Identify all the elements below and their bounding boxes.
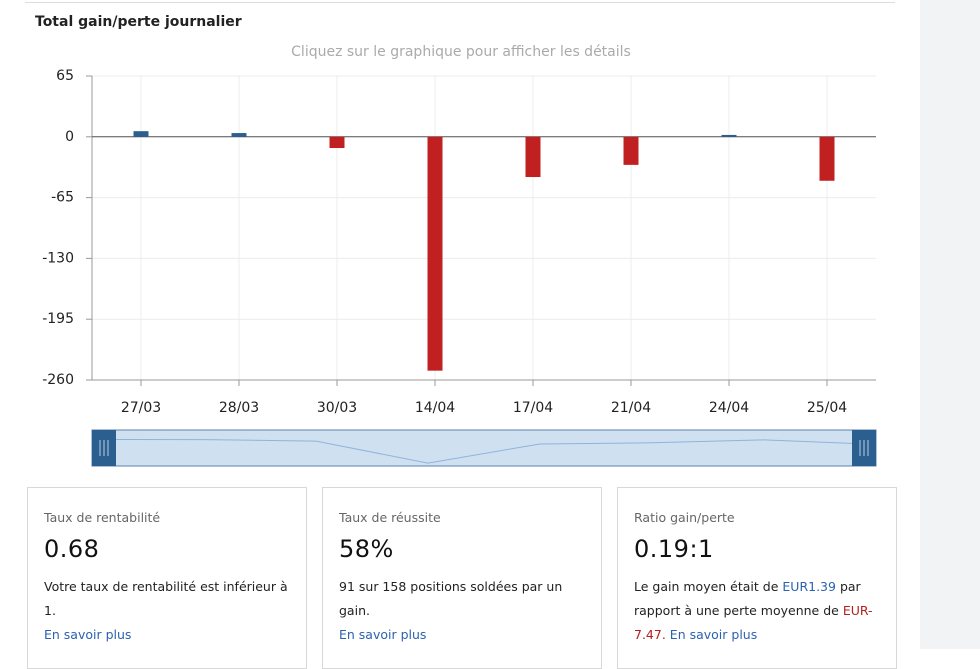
amount: EUR1.39: [782, 579, 836, 594]
navigator: [91, 429, 877, 467]
card-label: Taux de rentabilité: [44, 510, 161, 525]
y-tick-label: -65: [51, 190, 74, 206]
y-tick-label: 0: [65, 129, 74, 145]
text: par rapport à une perte moyenne de: [634, 579, 861, 618]
card: Taux de réussite 58% 91 sur 158 position…: [322, 487, 602, 669]
chart-title: Total gain/perte journalier: [35, 14, 242, 30]
bar: [427, 136, 443, 371]
side-panel: [920, 0, 980, 649]
x-tick-label: 27/03: [121, 400, 161, 416]
x-tick-label: 21/04: [611, 400, 651, 416]
bar: [721, 134, 737, 137]
y-tick-label: -195: [42, 311, 74, 327]
link[interactable]: En savoir plus: [669, 627, 758, 642]
bar: [819, 136, 835, 181]
x-tick-label: 28/03: [219, 400, 259, 416]
card: Taux de rentabilité 0.68 Votre taux de r…: [27, 487, 307, 669]
x-tick-label: 25/04: [807, 400, 847, 416]
y-tick-label: -130: [42, 250, 74, 266]
bar: [623, 136, 639, 165]
text: 91 sur 158 positions soldées par un gain…: [339, 579, 563, 618]
card-value: 0.68: [44, 535, 100, 563]
card-label: Ratio gain/perte: [634, 510, 735, 525]
x-tick-label: 30/03: [317, 400, 357, 416]
navigator-line: [91, 438, 877, 464]
chart-subtitle: Cliquez sur le graphique pour afficher l…: [291, 44, 631, 60]
x-tick-label: 17/04: [513, 400, 553, 416]
bar: [525, 136, 541, 178]
divider: [25, 2, 895, 3]
card-text: Le gain moyen était de EUR1.39 par rappo…: [634, 575, 880, 647]
bar: [231, 133, 247, 137]
page: Total gain/perte journalier Cliquez sur …: [25, 0, 980, 669]
card-value: 58%: [339, 535, 394, 563]
amount: EUR-7.47: [634, 603, 873, 642]
bar: [329, 136, 345, 149]
link[interactable]: En savoir plus: [44, 627, 132, 642]
x-tick-label: 14/04: [415, 400, 455, 416]
text: Le gain moyen était de: [634, 579, 783, 594]
x-tick-label: 24/04: [709, 400, 749, 416]
card-text: Votre taux de rentabilité est inférieur …: [44, 575, 290, 647]
text: .: [661, 627, 670, 642]
card-value: 0.19:1: [634, 535, 714, 563]
card: Ratio gain/perte 0.19:1 Le gain moyen ét…: [617, 487, 897, 669]
text: Votre taux de rentabilité est inférieur …: [44, 579, 288, 618]
link[interactable]: En savoir plus: [339, 627, 427, 642]
card-text: 91 sur 158 positions soldées par un gain…: [339, 575, 585, 647]
chart: Total gain/perte journalier Cliquez sur …: [35, 14, 877, 467]
card-label: Taux de réussite: [339, 510, 441, 525]
y-tick-label: 65: [56, 68, 74, 84]
bar: [133, 131, 149, 137]
y-tick-label: -260: [42, 372, 74, 388]
